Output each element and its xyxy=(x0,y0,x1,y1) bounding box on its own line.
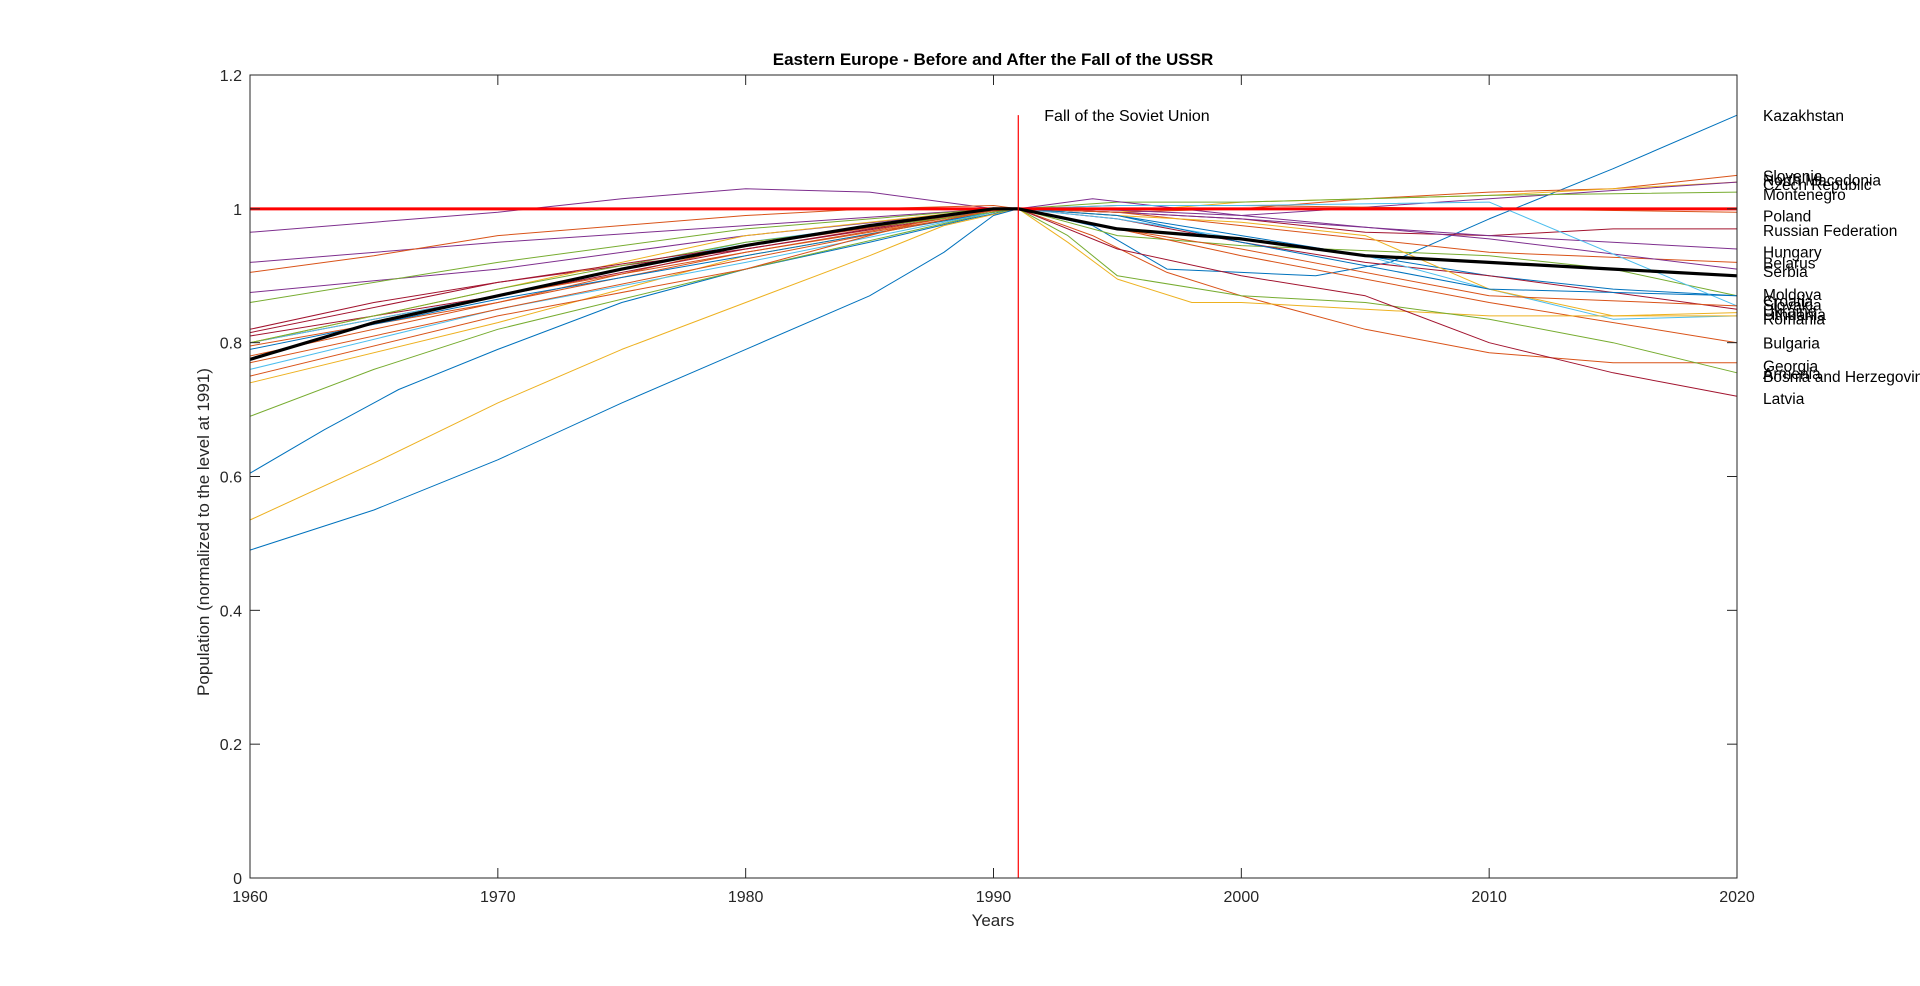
series-label: North Macedonia xyxy=(1763,172,1881,189)
series-label: Slovenia xyxy=(1763,168,1823,185)
series-line-unlabeled-21 xyxy=(249,208,1738,551)
x-tick-label: 2010 xyxy=(1471,889,1507,906)
series-label: Ukraine xyxy=(1763,304,1816,321)
series-line-croatia xyxy=(249,208,1738,303)
series-label: Slovakia xyxy=(1763,298,1822,315)
series-label: Moldova xyxy=(1763,287,1822,304)
axis-ticks: 1960 1970 1980 1990 2000 2010 2020 0 0.2 0.4 0.6 0.… xyxy=(220,68,1755,906)
y-tick-label: 0 xyxy=(233,871,242,888)
series-label: Hungary xyxy=(1763,245,1822,262)
x-tick-label: 2020 xyxy=(1719,889,1755,906)
series-line-poland xyxy=(249,205,1738,357)
series-label: Lithuania xyxy=(1763,307,1826,324)
x-tick-label: 2000 xyxy=(1224,889,1260,906)
y-tick-label: 1.2 xyxy=(220,68,242,85)
x-axis-label: Years xyxy=(972,911,1015,930)
series-label: Belarus xyxy=(1763,255,1816,272)
y-axis-label: Population (normalized to the level at 1… xyxy=(194,368,213,696)
series-line-unlabeled-22 xyxy=(249,208,1738,364)
series-label: Romania xyxy=(1763,312,1825,329)
series-line-russian-federation xyxy=(249,208,1737,337)
series-line-georgia xyxy=(249,208,1737,377)
series-line-romania xyxy=(249,208,1737,344)
series-label: Kazakhstan xyxy=(1763,108,1844,125)
y-tick-label: 0.8 xyxy=(220,336,242,353)
series-line-bulgaria xyxy=(249,205,1738,344)
series-label: Croatia xyxy=(1763,294,1813,311)
series-line-ukraine xyxy=(249,208,1738,330)
series-label: Russian Federation xyxy=(1763,223,1897,240)
series-line-lithuania xyxy=(249,208,1738,370)
y-tick-label: 1 xyxy=(233,202,242,219)
series-line-belarus xyxy=(249,208,1738,344)
plot-content xyxy=(249,114,1738,878)
x-tick-label: 1960 xyxy=(232,889,268,906)
series-line-latvia xyxy=(249,208,1738,397)
series-line-bosnia-and-herzegovina xyxy=(249,208,1738,374)
y-tick-label: 0.4 xyxy=(220,603,242,620)
series-label: Montenegro xyxy=(1763,187,1846,204)
mean-line xyxy=(249,207,1738,361)
series-label: Bosnia and Herzegovina xyxy=(1763,369,1920,386)
series-label: Armenia xyxy=(1763,366,1821,383)
chart-title: Eastern Europe - Before and After the Fa… xyxy=(773,50,1214,69)
y-tick-label: 0.6 xyxy=(220,470,242,487)
series-label: Poland xyxy=(1763,209,1811,226)
x-tick-label: 1990 xyxy=(976,889,1012,906)
x-tick-label: 1970 xyxy=(480,889,516,906)
x-tick-label: 1980 xyxy=(728,889,764,906)
series-line-armenia xyxy=(249,208,1738,521)
y-tick-label: 0.2 xyxy=(220,737,242,754)
series-label: Bulgaria xyxy=(1763,336,1820,353)
series-label: Georgia xyxy=(1763,358,1819,375)
series-label: Czech Republic xyxy=(1763,177,1872,194)
series-label: Latvia xyxy=(1763,391,1805,408)
fall-annotation: Fall of the Soviet Union xyxy=(1044,108,1209,125)
series-label: Serbia xyxy=(1763,264,1808,281)
series-line-slovenia xyxy=(249,174,1738,347)
